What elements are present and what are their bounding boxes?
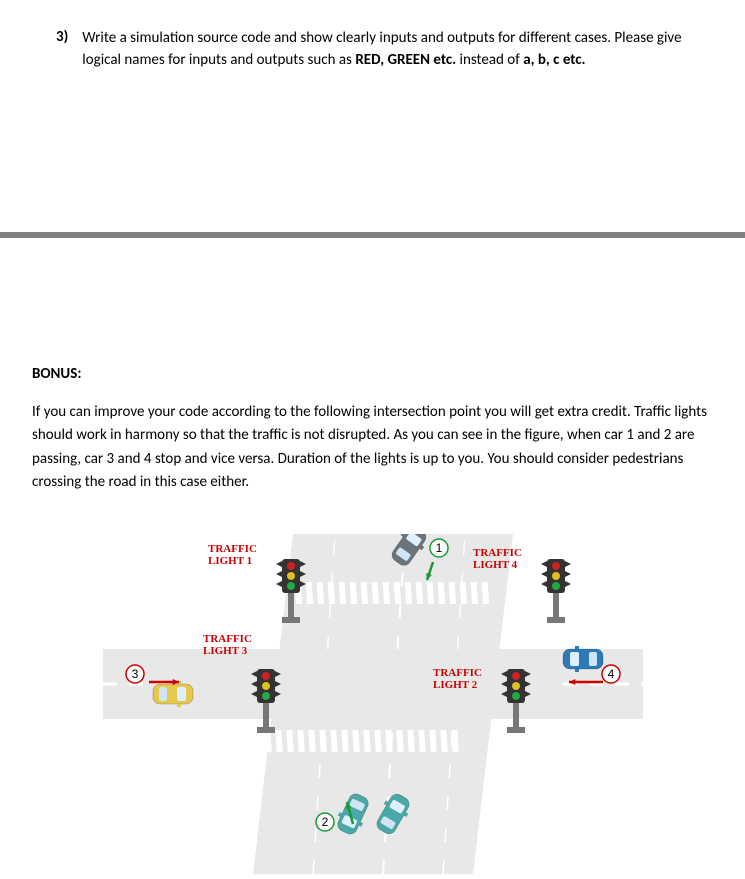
svg-text:TRAFFIC: TRAFFIC — [433, 667, 482, 679]
bonus-title: BONUS: — [32, 365, 713, 383]
intersection-svg: TRAFFICLIGHT 1TRAFFICLIGHT 4TRAFFICLIGHT… — [103, 534, 643, 874]
svg-text:LIGHT 3: LIGHT 3 — [203, 645, 248, 657]
bonus-text: If you can improve your code according t… — [32, 401, 713, 494]
intersection-figure: TRAFFICLIGHT 1TRAFFICLIGHT 4TRAFFICLIGHT… — [103, 534, 643, 874]
svg-text:TRAFFIC: TRAFFIC — [473, 547, 522, 559]
q3-part-1: RED, GREEN etc. — [355, 51, 456, 69]
svg-text:LIGHT 4: LIGHT 4 — [473, 559, 518, 571]
svg-text:TRAFFIC: TRAFFIC — [203, 633, 252, 645]
question-text: Write a simulation source code and show … — [82, 28, 689, 72]
question-number: 3) — [56, 28, 68, 46]
question-3: 3) Write a simulation source code and sh… — [0, 0, 745, 72]
svg-text:LIGHT 2: LIGHT 2 — [433, 679, 478, 691]
section-divider — [0, 232, 745, 238]
car-3 — [153, 681, 193, 707]
svg-text:3: 3 — [131, 667, 138, 681]
svg-text:LIGHT 1: LIGHT 1 — [208, 555, 252, 567]
svg-text:TRAFFIC: TRAFFIC — [208, 543, 257, 555]
svg-text:2: 2 — [321, 815, 328, 829]
q3-part-3: a, b, c etc. — [523, 51, 585, 69]
svg-text:4: 4 — [607, 667, 614, 681]
svg-text:1: 1 — [435, 541, 442, 555]
car-4 — [563, 646, 603, 672]
q3-part-2: instead of — [456, 51, 523, 69]
bonus-section: BONUS: If you can improve your code acco… — [0, 245, 745, 874]
